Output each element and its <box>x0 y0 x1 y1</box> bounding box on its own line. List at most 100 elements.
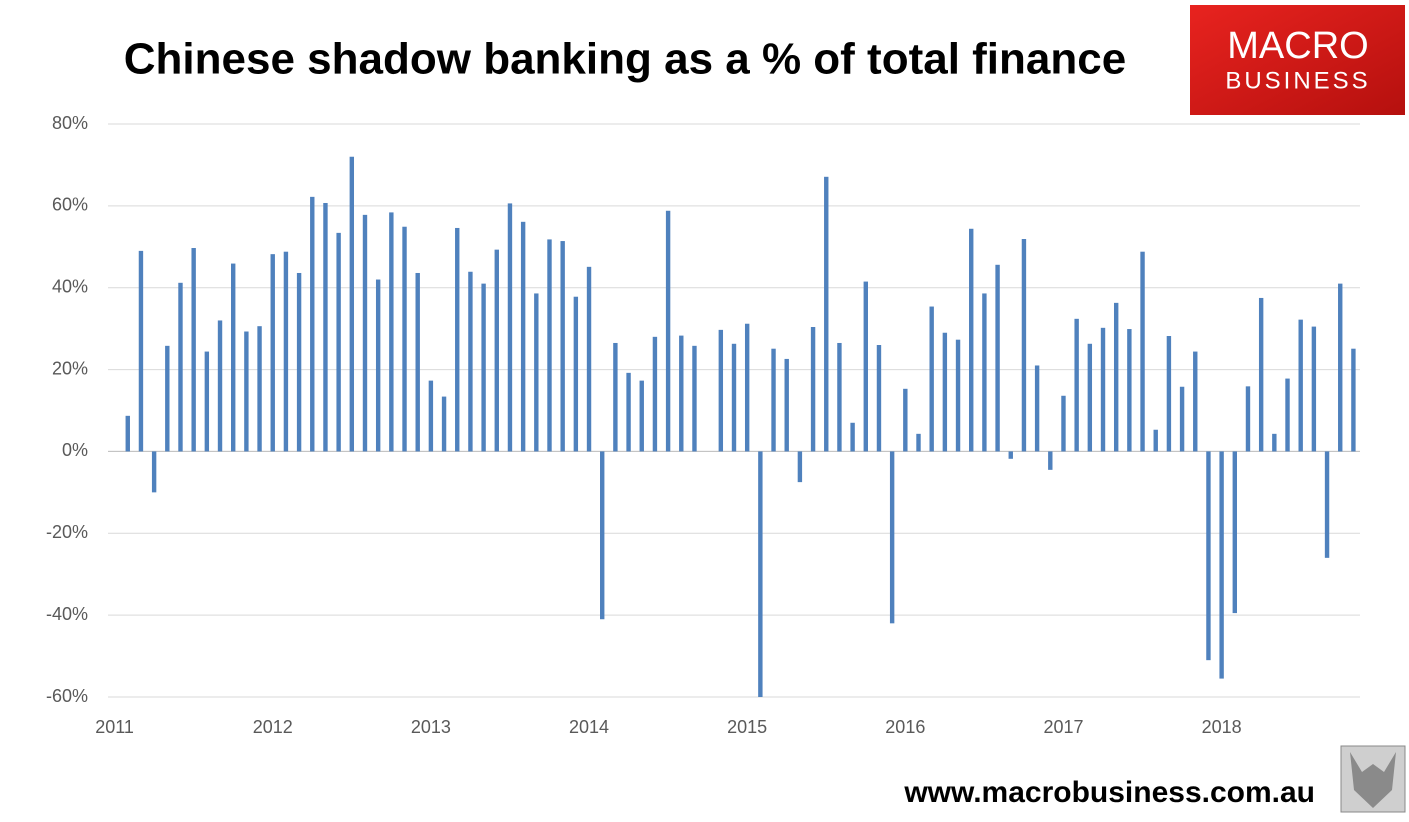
bar <box>863 281 868 452</box>
fox-icon <box>1350 752 1396 808</box>
bar <box>362 214 368 452</box>
footer-url: www.macrobusiness.com.au <box>903 776 1315 809</box>
bar <box>125 415 130 452</box>
bar <box>138 250 144 452</box>
bar <box>758 451 763 697</box>
bar <box>323 202 328 452</box>
bar <box>455 227 460 452</box>
bar <box>1140 251 1145 452</box>
logo-box <box>1190 5 1405 115</box>
bar <box>771 348 776 452</box>
y-tick-label: 80% <box>52 113 88 133</box>
bar <box>586 266 592 452</box>
bar <box>600 451 605 620</box>
bar <box>810 327 816 452</box>
bar <box>784 358 789 452</box>
bar <box>613 342 618 452</box>
bar <box>270 254 275 452</box>
bar <box>178 282 183 452</box>
bar <box>547 239 552 452</box>
bar <box>151 451 157 493</box>
bar <box>1285 378 1290 452</box>
bar <box>955 339 961 452</box>
bar <box>1074 318 1079 452</box>
bar <box>718 329 724 452</box>
bar <box>257 326 262 452</box>
bar <box>1232 451 1237 614</box>
bar <box>336 232 341 452</box>
bar <box>204 351 210 452</box>
bar <box>1021 239 1027 452</box>
bar <box>731 343 737 452</box>
y-tick-label: 40% <box>52 276 88 296</box>
bar <box>995 264 1000 452</box>
bar <box>1338 283 1343 452</box>
bar <box>797 451 803 483</box>
bar <box>626 372 631 452</box>
logo-text: BUSINESS <box>1225 67 1370 94</box>
bar <box>942 332 948 452</box>
bar <box>428 380 434 452</box>
bar <box>389 212 394 452</box>
bar <box>837 342 842 452</box>
bar <box>1206 451 1211 661</box>
bar <box>1048 451 1053 470</box>
x-tick-label: 2017 <box>1043 717 1083 737</box>
bar <box>1166 336 1172 452</box>
bar <box>850 422 855 452</box>
bar <box>692 345 697 452</box>
y-tick-label: 60% <box>52 195 88 215</box>
bar <box>349 156 355 452</box>
bar <box>1008 451 1013 459</box>
bar <box>560 241 565 452</box>
bar <box>441 396 447 452</box>
bar <box>165 345 170 452</box>
x-tick-label: 2011 <box>95 717 134 737</box>
bar <box>1153 429 1158 452</box>
bar <box>494 249 499 452</box>
y-tick-label: 20% <box>52 358 88 378</box>
bar <box>665 210 671 452</box>
logo-text: MACRO <box>1227 25 1368 67</box>
bar <box>903 388 908 452</box>
bar <box>468 271 473 452</box>
bar <box>1351 348 1356 452</box>
bar <box>244 331 249 452</box>
bar <box>191 248 196 452</box>
y-tick-label: -20% <box>46 522 88 542</box>
bar <box>1061 395 1066 452</box>
bar <box>1324 451 1330 558</box>
chart-title: Chinese shadow banking as a % of total f… <box>124 35 1126 84</box>
bar <box>1272 433 1277 452</box>
x-tick-label: 2013 <box>411 717 451 737</box>
x-tick-label: 2018 <box>1202 717 1242 737</box>
bar <box>1127 329 1132 452</box>
bar <box>982 293 987 452</box>
bar <box>1179 386 1185 452</box>
bar <box>1087 343 1093 452</box>
bar <box>1311 326 1317 452</box>
bar <box>534 293 539 452</box>
bar <box>217 320 223 452</box>
bar <box>639 380 644 452</box>
bar <box>573 296 579 452</box>
bar <box>481 283 486 452</box>
bar <box>402 226 407 452</box>
x-tick-label: 2016 <box>885 717 925 737</box>
bar <box>507 203 513 452</box>
bar <box>744 323 750 452</box>
bar <box>296 272 302 452</box>
bar <box>929 306 934 452</box>
y-tick-label: -60% <box>46 686 88 706</box>
bar <box>283 251 289 452</box>
bar <box>969 228 974 452</box>
bar <box>679 335 684 452</box>
bar <box>1298 319 1303 452</box>
bar <box>1258 297 1264 452</box>
bar <box>1245 386 1251 452</box>
bar <box>1100 327 1106 452</box>
bar <box>824 176 829 452</box>
bar <box>231 263 236 452</box>
